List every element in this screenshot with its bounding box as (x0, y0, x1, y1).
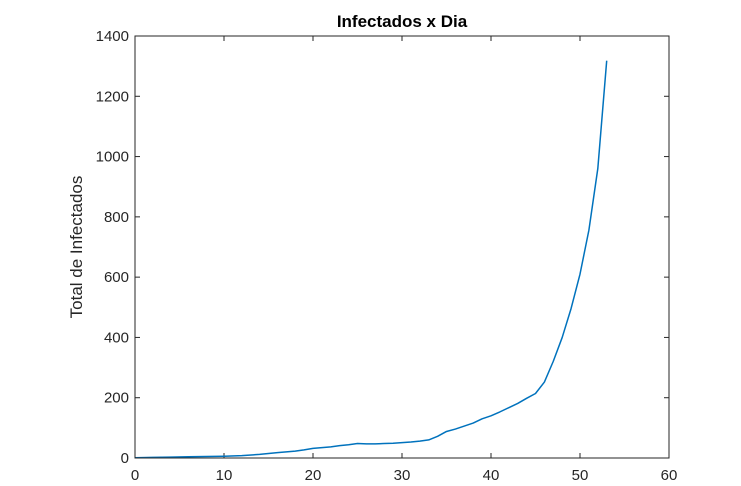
y-tick-label: 0 (121, 450, 129, 467)
plot-frame (134, 35, 670, 459)
x-tick-label: 50 (572, 467, 589, 484)
y-tick-label: 200 (104, 390, 129, 407)
y-axis-label: Total de Infectados (67, 176, 86, 319)
y-tick-label: 400 (104, 329, 129, 346)
x-tick-label: 30 (394, 467, 411, 484)
chart-title: Infectados x Dia (337, 12, 468, 31)
x-tick-label: 10 (216, 467, 233, 484)
y-tick-label: 600 (104, 269, 129, 286)
y-tick-label: 1400 (96, 28, 129, 45)
y-tick-label: 1000 (96, 149, 129, 166)
y-tick-labels: 0 200 400 600 800 1000 1200 1400 (96, 28, 129, 467)
x-tick-label: 20 (305, 467, 322, 484)
series-line (134, 60, 608, 459)
x-tick-label: 60 (661, 467, 678, 484)
x-tick-label: 0 (131, 467, 139, 484)
y-tick-label: 1200 (96, 88, 129, 105)
y-tick-label: 800 (104, 209, 129, 226)
x-tick-labels: 0 10 20 30 40 50 60 (131, 467, 678, 484)
x-tick-label: 40 (483, 467, 500, 484)
series-group (134, 60, 608, 459)
plot-area (135, 36, 669, 458)
